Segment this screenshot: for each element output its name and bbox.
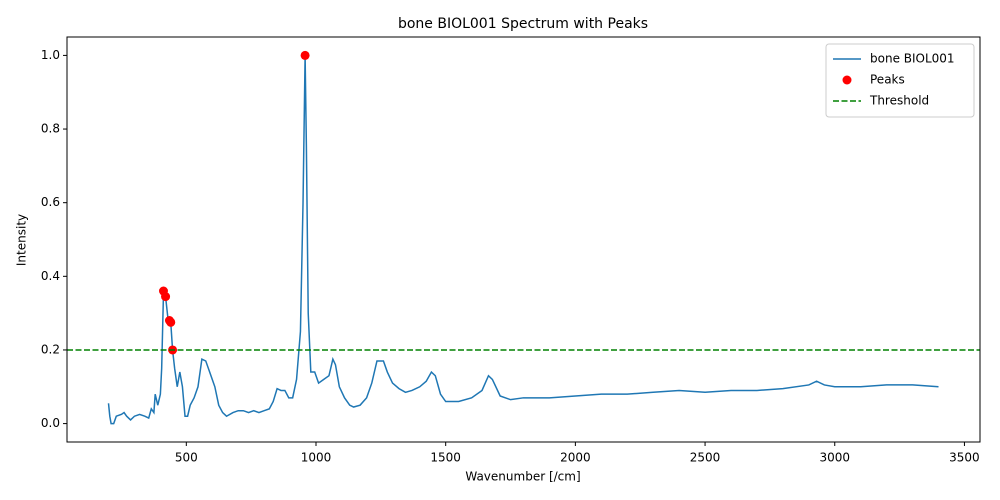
spectrum-line xyxy=(107,55,939,425)
plot-frame xyxy=(66,36,981,443)
x-tick-label: 1000 xyxy=(301,451,332,465)
x-tick-label: 3500 xyxy=(949,451,980,465)
x-tick-label: 2500 xyxy=(690,451,721,465)
y-tick-label: 0.6 xyxy=(41,195,60,209)
peak-point xyxy=(166,317,176,327)
peak-point xyxy=(300,50,310,60)
y-tick-label: 0.0 xyxy=(41,416,60,430)
y-tick-label: 0.4 xyxy=(41,269,60,283)
x-tick-label: 2000 xyxy=(560,451,591,465)
y-tick-label: 1.0 xyxy=(41,48,60,62)
peak-point xyxy=(161,292,171,302)
legend-label: Peaks xyxy=(870,73,905,87)
chart-title: bone BIOL001 Spectrum with Peaks xyxy=(398,16,648,32)
legend-marker xyxy=(842,75,852,85)
legend-box xyxy=(825,43,975,118)
x-tick-label: 500 xyxy=(175,451,198,465)
y-axis-label: Intensity xyxy=(15,214,29,266)
y-tick-label: 0.8 xyxy=(41,122,60,136)
x-tick-label: 1500 xyxy=(430,451,461,465)
x-tick-label: 3000 xyxy=(819,451,850,465)
y-tick-label: 0.2 xyxy=(41,342,60,356)
x-axis-label: Wavenumber [/cm] xyxy=(465,470,580,484)
legend-label: Threshold xyxy=(869,94,929,108)
legend-label: bone BIOL001 xyxy=(870,52,955,66)
